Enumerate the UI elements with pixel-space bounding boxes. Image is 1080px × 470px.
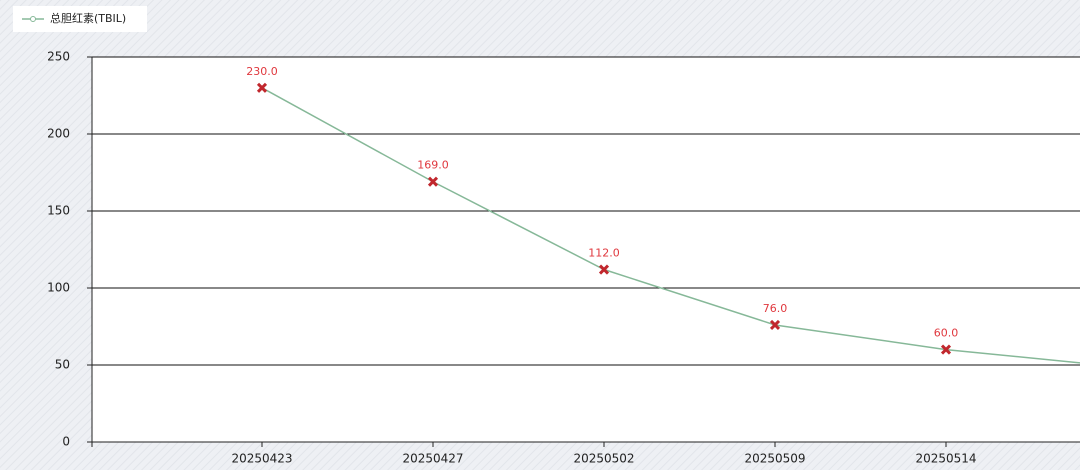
point-marker xyxy=(940,344,952,355)
point-marker xyxy=(598,264,610,275)
y-tick-label: 250 xyxy=(47,50,70,64)
data-label: 76.0 xyxy=(763,302,788,315)
point-marker xyxy=(256,82,268,93)
point-marker xyxy=(769,319,781,331)
y-tick-label: 200 xyxy=(47,127,70,141)
data-label: 112.0 xyxy=(588,247,620,260)
y-tick-label: 0 xyxy=(62,435,70,449)
legend-label: 总胆红素(TBIL) xyxy=(50,11,126,25)
data-label: 169.0 xyxy=(417,159,449,172)
legend-marker xyxy=(30,16,36,22)
y-tick-label: 50 xyxy=(55,358,70,372)
point-marker xyxy=(427,176,439,187)
x-tick-label: 20250423 xyxy=(231,452,292,466)
x-tick-label: 20250427 xyxy=(402,452,463,466)
x-tick-label: 20250509 xyxy=(744,452,805,466)
plot-area xyxy=(92,57,1080,442)
data-label: 60.0 xyxy=(934,327,959,340)
series-line xyxy=(261,87,1080,364)
y-tick-label: 100 xyxy=(47,281,70,295)
x-tick-label: 20250502 xyxy=(573,452,634,466)
data-label: 230.0 xyxy=(246,65,278,78)
y-tick-label: 150 xyxy=(47,204,70,218)
x-tick-label: 20250514 xyxy=(915,452,976,466)
